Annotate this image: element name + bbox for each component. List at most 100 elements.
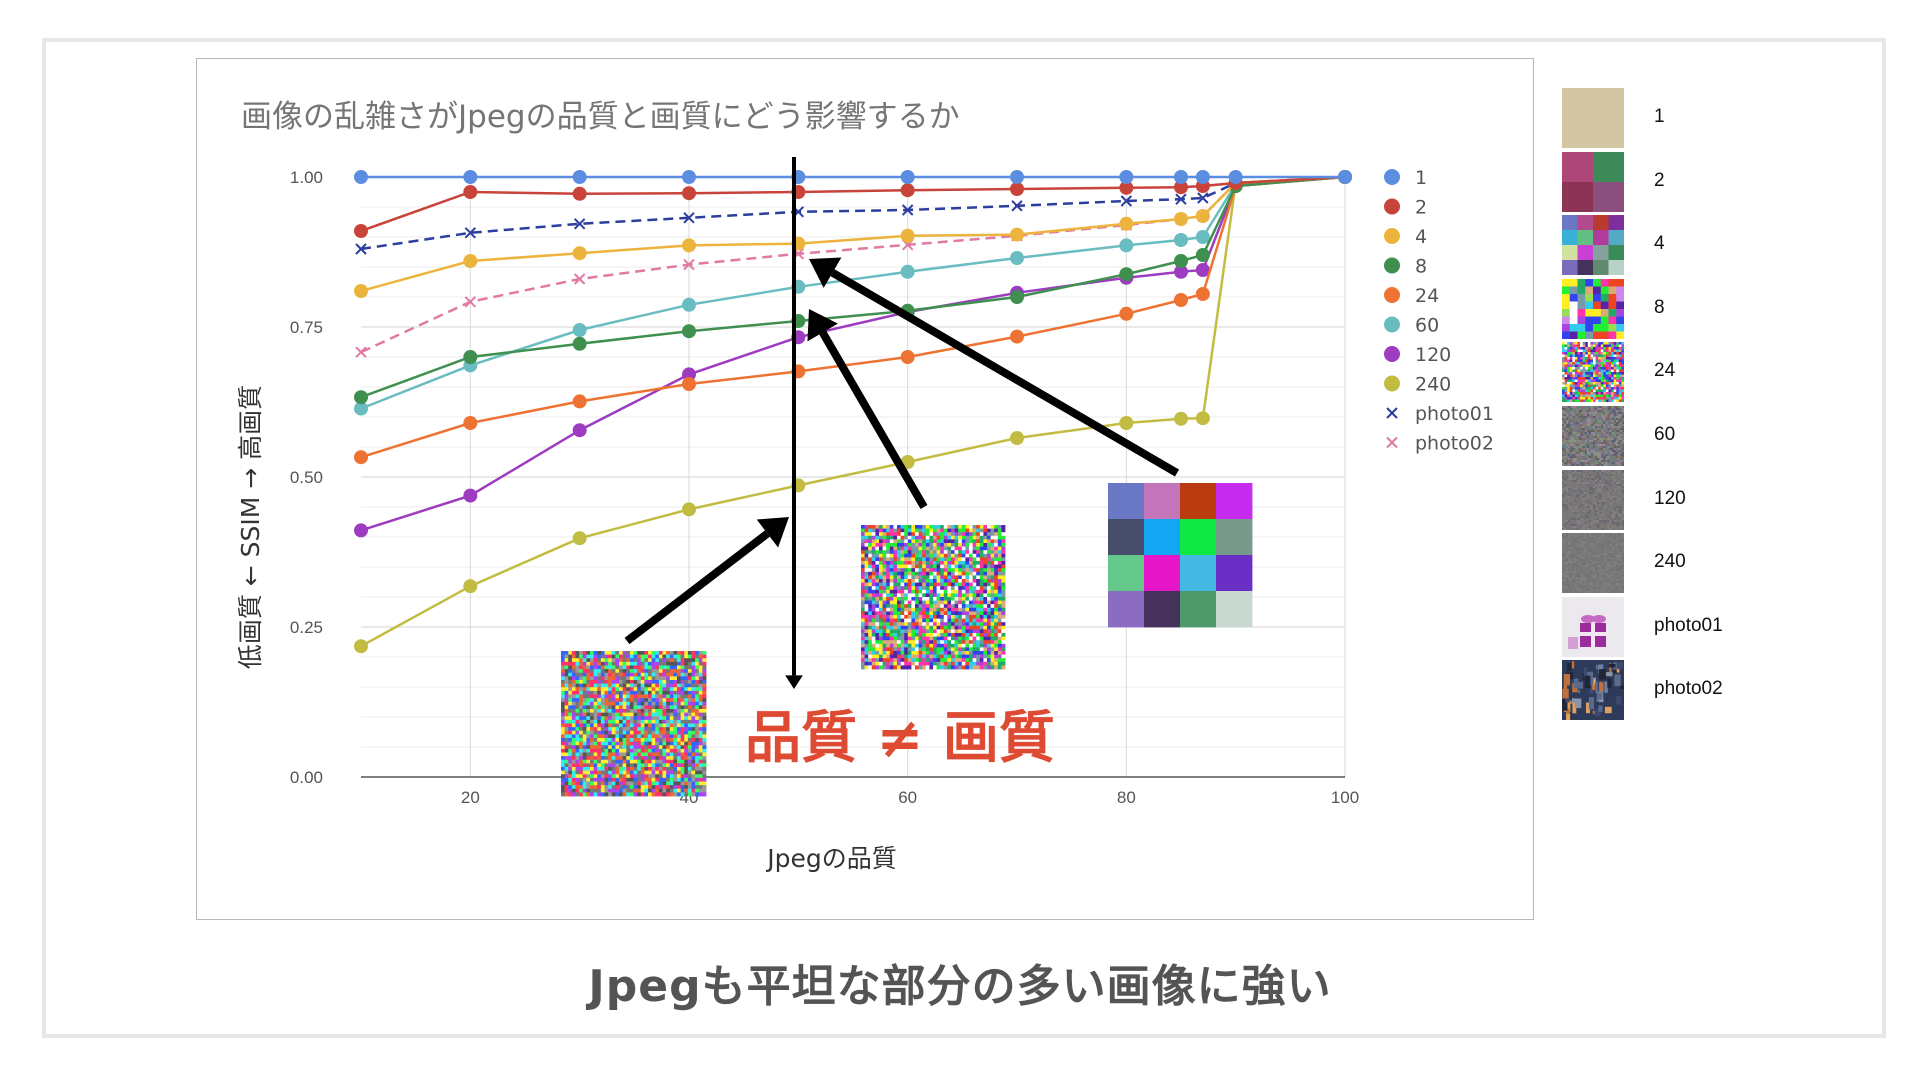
point-120 bbox=[1174, 264, 1188, 279]
thumbnail-image-2 bbox=[1562, 151, 1624, 212]
point-1 bbox=[463, 170, 478, 184]
point-240 bbox=[1010, 431, 1024, 445]
legend-item-photo02: photo02 bbox=[1386, 433, 1494, 455]
point-2 bbox=[682, 186, 696, 201]
series-line-8 bbox=[360, 175, 1346, 399]
point-120 bbox=[572, 423, 587, 438]
point-8 bbox=[1010, 290, 1024, 304]
y-axis-label: 低画質 ← SSIM → 高画質 bbox=[236, 385, 265, 669]
chart-container: 画像の乱雑さがJpegの品質と画質にどう影響するか 0.00 0.25 0.50 0.… bbox=[196, 58, 1534, 920]
slide-caption: Jpegも平坦な部分の多い画像に強い bbox=[588, 961, 1332, 1012]
thumbnail-label: 8 bbox=[1654, 296, 1665, 318]
thumbnail-row-4: 4 bbox=[1562, 215, 1782, 276]
point-120 bbox=[354, 523, 368, 538]
point-4 bbox=[1119, 216, 1134, 231]
point-photo01 bbox=[683, 212, 695, 224]
thumbnail-row-2: 2 bbox=[1562, 151, 1782, 212]
point-8 bbox=[572, 336, 587, 351]
point-photo01 bbox=[464, 227, 477, 239]
legend-item-60: 60 bbox=[1384, 315, 1439, 337]
legend-item-8: 8 bbox=[1384, 256, 1427, 278]
point-240 bbox=[682, 502, 696, 517]
point-24 bbox=[900, 350, 915, 364]
series-line-photo02 bbox=[360, 175, 1346, 354]
thumbnail-row-photo01: photo01 bbox=[1562, 596, 1782, 657]
thumbnail-image-photo01 bbox=[1562, 596, 1624, 657]
point-4 bbox=[572, 246, 587, 261]
y-tick-label: 0.25 bbox=[290, 618, 323, 637]
point-60 bbox=[1010, 251, 1024, 265]
point-4 bbox=[1010, 227, 1024, 242]
point-60 bbox=[1174, 233, 1188, 247]
legend-label: photo01 bbox=[1415, 403, 1494, 425]
point-2 bbox=[1119, 180, 1134, 195]
thumbnail-image-photo02 bbox=[1562, 660, 1624, 721]
point-60 bbox=[354, 401, 368, 416]
point-24 bbox=[1010, 329, 1024, 344]
x-tick-label: 60 bbox=[898, 788, 917, 807]
legend-label: 1 bbox=[1415, 167, 1427, 189]
legend-item-1: 1 bbox=[1384, 167, 1427, 189]
legend-label: 8 bbox=[1415, 256, 1427, 278]
legend-item-240: 240 bbox=[1384, 374, 1451, 396]
overlay-noise-240 bbox=[561, 651, 707, 797]
point-24 bbox=[572, 394, 587, 409]
y-tick-label: 0.50 bbox=[290, 468, 323, 487]
point-120 bbox=[1195, 263, 1210, 277]
x-axis-label: Jpegの品質 bbox=[765, 844, 897, 873]
point-photo02 bbox=[683, 258, 695, 271]
point-60 bbox=[572, 323, 587, 337]
series-1 bbox=[354, 170, 1352, 184]
thumbnail-row-24: 24 bbox=[1562, 342, 1782, 403]
x-tick-label: 100 bbox=[1331, 788, 1359, 807]
point-8 bbox=[1195, 248, 1210, 262]
point-8 bbox=[463, 350, 478, 364]
point-8 bbox=[682, 324, 696, 339]
y-tick-label: 0.75 bbox=[290, 318, 323, 337]
point-photo02 bbox=[464, 296, 477, 308]
chart-title: 画像の乱雑さがJpegの品質と画質にどう影響するか bbox=[241, 99, 960, 135]
legend-label: 4 bbox=[1415, 226, 1427, 248]
thumbnail-label: 60 bbox=[1654, 424, 1676, 445]
thumbnail-row-8: 8 bbox=[1562, 278, 1782, 339]
point-4 bbox=[682, 238, 696, 253]
point-240 bbox=[354, 639, 368, 654]
point-8 bbox=[354, 390, 368, 405]
thumbnail-label: 240 bbox=[1654, 551, 1686, 573]
point-1 bbox=[1195, 170, 1210, 184]
point-60 bbox=[682, 297, 696, 312]
point-240 bbox=[1174, 411, 1188, 426]
point-240 bbox=[1195, 411, 1210, 426]
point-240 bbox=[463, 579, 478, 594]
y-tick-label: 1.00 bbox=[290, 168, 323, 187]
point-240 bbox=[572, 531, 587, 546]
legend-item-4: 4 bbox=[1384, 226, 1427, 248]
point-120 bbox=[682, 367, 696, 382]
series-lines bbox=[354, 170, 1352, 654]
point-1 bbox=[1010, 170, 1024, 184]
point-24 bbox=[1119, 306, 1134, 321]
point-1 bbox=[682, 170, 696, 184]
point-4 bbox=[900, 228, 915, 243]
thumbnail-image-8 bbox=[1562, 278, 1624, 339]
point-24 bbox=[354, 450, 368, 465]
legend-label: 120 bbox=[1415, 344, 1451, 366]
thumbnail-image-24 bbox=[1562, 342, 1624, 403]
ssim-line-chart: 画像の乱雑さがJpegの品質と画質にどう影響するか 0.00 0.25 0.50 0.… bbox=[236, 99, 1494, 873]
point-4 bbox=[1174, 212, 1188, 226]
point-60 bbox=[1195, 230, 1210, 244]
legend-label: 24 bbox=[1415, 285, 1439, 307]
point-60 bbox=[1119, 238, 1134, 253]
point-photo02 bbox=[573, 273, 586, 285]
point-4 bbox=[1195, 209, 1210, 223]
x-tick-label: 80 bbox=[1117, 788, 1136, 807]
thumbnail-row-240: 240 bbox=[1562, 533, 1782, 594]
legend-label: photo02 bbox=[1415, 433, 1494, 455]
point-1 bbox=[1228, 170, 1243, 184]
point-photo01 bbox=[1011, 200, 1023, 212]
point-1 bbox=[572, 170, 587, 184]
y-tick-label: 0.00 bbox=[290, 768, 323, 787]
point-photo01 bbox=[1120, 195, 1133, 207]
point-photo01 bbox=[355, 243, 367, 255]
